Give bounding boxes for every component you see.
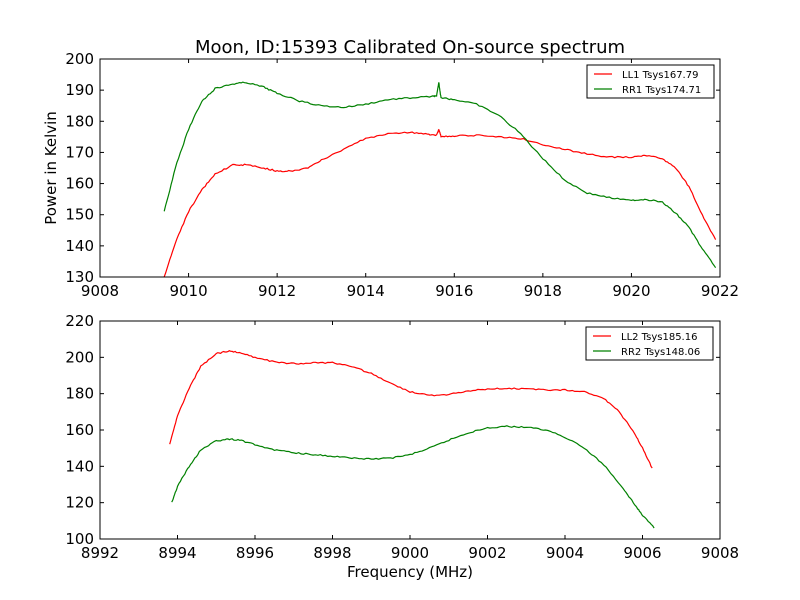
x-tick-label: 9008 <box>81 282 119 300</box>
x-tick-label: 9000 <box>391 544 429 562</box>
x-tick-label: 9002 <box>468 544 506 562</box>
series-line-rr1 <box>163 81 717 269</box>
x-tick-label: 9018 <box>524 282 562 300</box>
y-tick-label: 150 <box>65 206 94 224</box>
legend: LL2 Tsys185.16 RR2 Tsys148.06 <box>585 326 714 361</box>
top-y-axis-label: Power in Kelvin <box>42 111 60 225</box>
legend-label: LL2 Tsys185.16 <box>621 332 697 343</box>
y-tick-label: 180 <box>65 385 94 403</box>
x-tick-label: 8998 <box>313 544 351 562</box>
x-tick-label: 8996 <box>236 544 274 562</box>
y-tick-label: 200 <box>65 348 94 366</box>
legend-label: LL1 Tsys167.79 <box>622 70 698 81</box>
legend-box <box>586 64 715 99</box>
x-tick-label: 8994 <box>158 544 196 562</box>
series-line-rr2 <box>171 425 655 529</box>
y-tick-label: 140 <box>65 457 94 475</box>
series-line-ll1 <box>163 128 717 278</box>
x-tick-label: 9010 <box>169 282 207 300</box>
x-tick-label: 9022 <box>701 282 739 300</box>
x-tick-label: 9004 <box>546 544 584 562</box>
x-tick-label: 9012 <box>258 282 296 300</box>
x-tick-label: 9014 <box>347 282 385 300</box>
y-tick-label: 100 <box>65 530 94 548</box>
y-tick-label: 160 <box>65 421 94 439</box>
bottom-x-axis-label: Frequency (MHz) <box>347 563 473 581</box>
x-tick-label: 9006 <box>623 544 661 562</box>
top-subplot: 9008 9010 9012 9014 9016 9018 9020 9022 130 140 15… <box>65 50 739 300</box>
chart-title: Moon, ID:15393 Calibrated On-source spec… <box>195 37 625 58</box>
axes-frame <box>99 58 721 278</box>
x-tick-label: 9020 <box>612 282 650 300</box>
legend-label: RR2 Tsys148.06 <box>621 347 700 358</box>
x-tick-label: 9016 <box>435 282 473 300</box>
y-tick-label: 120 <box>65 494 94 512</box>
legend-box <box>585 326 714 361</box>
bottom-subplot: 8992 8994 8996 8998 9000 9002 9004 9006 9008 100 1… <box>65 312 739 562</box>
y-tick-label: 160 <box>65 175 94 193</box>
y-tick-label: 190 <box>65 81 94 99</box>
legend: LL1 Tsys167.79 RR1 Tsys174.71 <box>586 64 715 99</box>
series-line-ll2 <box>169 350 653 469</box>
y-tick-label: 180 <box>65 112 94 130</box>
x-tick-label: 9008 <box>701 544 739 562</box>
legend-label: RR1 Tsys174.71 <box>622 85 701 96</box>
y-tick-label: 130 <box>65 268 94 286</box>
y-tick-label: 140 <box>65 237 94 255</box>
x-tick-label: 8992 <box>81 544 119 562</box>
y-tick-label: 220 <box>65 312 94 330</box>
y-tick-label: 170 <box>65 143 94 161</box>
y-tick-label: 200 <box>65 50 94 68</box>
